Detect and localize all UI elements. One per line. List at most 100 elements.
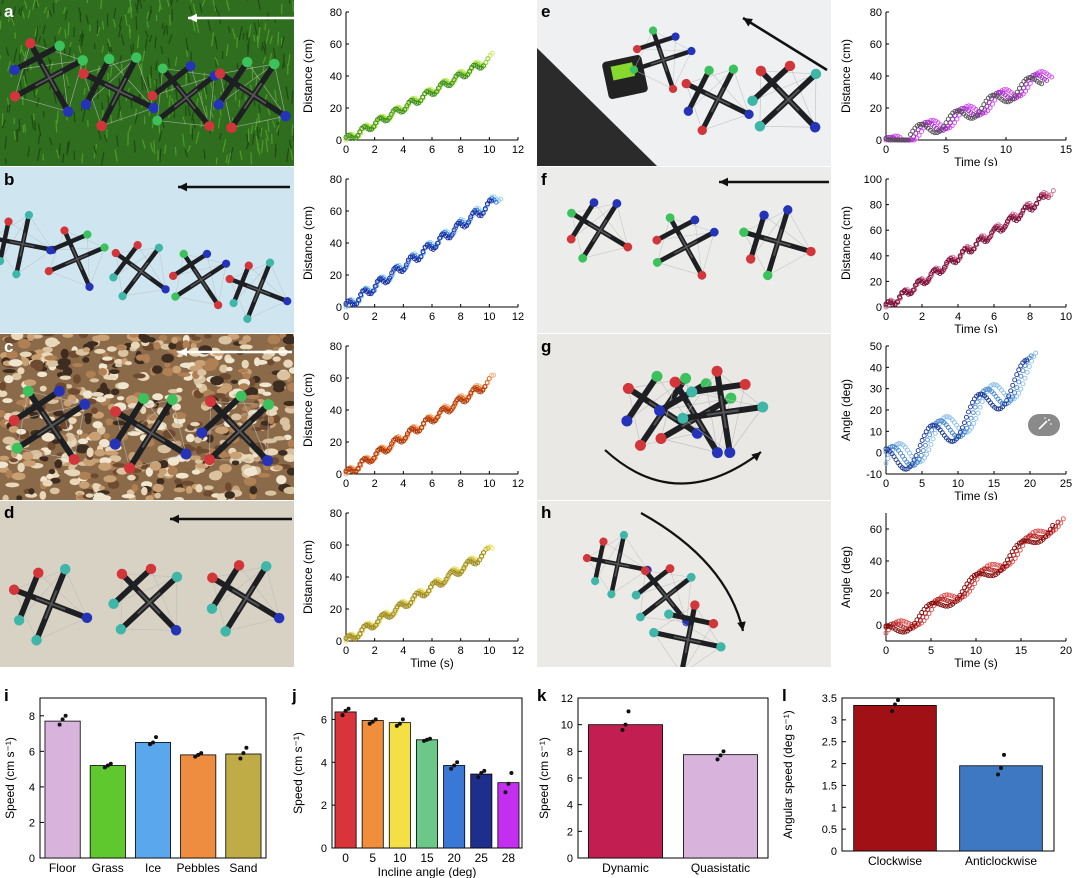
robot-tendon <box>18 568 66 621</box>
y-tick-label: 20 <box>870 276 882 288</box>
grass-blade <box>261 42 264 51</box>
trajectory-point <box>357 461 363 467</box>
direction-arrow-head <box>178 347 188 357</box>
robot-tendon <box>83 57 137 75</box>
pebble <box>68 417 77 425</box>
grass-blade <box>210 110 214 118</box>
replicate-point <box>449 766 454 771</box>
robot-end-cap <box>8 415 20 427</box>
trajectory-point <box>1016 390 1022 396</box>
trajectory-point <box>377 114 383 120</box>
grass-blade <box>214 35 218 50</box>
trajectory-point <box>385 279 391 285</box>
replicate-point <box>241 751 246 756</box>
robot <box>9 38 88 117</box>
bar <box>225 753 262 859</box>
grass-blade <box>148 10 152 21</box>
trajectory-point <box>916 457 922 462</box>
robot-tendon <box>246 61 286 117</box>
robot-end-cap <box>0 256 5 266</box>
pebble <box>90 392 104 397</box>
trajectory-point <box>1035 534 1041 540</box>
pebble <box>172 403 182 411</box>
trajectory-point <box>420 249 426 254</box>
robot-end-cap <box>24 210 34 220</box>
grass-blade <box>47 10 49 19</box>
pebble <box>284 344 294 351</box>
trajectory-series <box>883 522 1056 635</box>
trajectory-point <box>990 92 996 98</box>
robot-end-cap <box>690 600 700 610</box>
pebble <box>116 344 128 351</box>
robot-end-cap <box>242 56 253 68</box>
grass-blade <box>242 32 245 40</box>
grass-blade <box>276 124 280 133</box>
grass-blade <box>57 27 62 35</box>
trajectory-point <box>343 638 349 644</box>
trajectory-point <box>392 106 398 112</box>
robot-end-cap <box>22 385 34 397</box>
robot <box>8 563 93 646</box>
trajectory-point <box>392 607 398 613</box>
robot-strut-detail <box>237 585 255 613</box>
magic-wand-button[interactable] <box>1028 414 1060 436</box>
grass-blade <box>27 146 30 157</box>
pebble <box>47 340 61 346</box>
robot-tendon <box>233 262 271 304</box>
trajectory-point <box>1038 528 1043 534</box>
pebble <box>72 374 81 384</box>
pebble <box>172 365 182 374</box>
robot <box>8 385 91 465</box>
trajectory-point <box>477 557 482 563</box>
y-axis-label: Distance (cm) <box>301 206 315 280</box>
grass-blade <box>283 54 285 68</box>
trajectory-point <box>895 628 901 634</box>
pebble <box>11 472 26 481</box>
robot-strut <box>231 263 252 306</box>
trajectory-point <box>464 397 470 403</box>
trajectory-point <box>949 599 955 605</box>
robot-tendon <box>685 83 703 131</box>
y-tick-label: 0 <box>567 853 573 865</box>
robot-end-cap <box>202 249 212 259</box>
robot-end-cap <box>759 210 769 220</box>
plot-frame <box>841 697 1055 852</box>
trajectory-point <box>941 264 947 270</box>
trajectory-point <box>964 425 970 431</box>
trajectory-point <box>974 571 979 577</box>
robot-tendon <box>672 50 692 90</box>
trajectory-point <box>915 448 921 454</box>
pebble <box>153 341 161 350</box>
trajectory-point <box>374 619 380 625</box>
pebble <box>85 370 96 378</box>
pebble <box>46 474 54 480</box>
grass-blade <box>55 120 58 133</box>
robot <box>44 226 109 291</box>
trajectory-point <box>390 110 396 116</box>
x-tick-label: 8 <box>458 144 464 156</box>
trajectory-point <box>908 132 913 137</box>
replicate-point <box>108 761 113 766</box>
robot <box>147 61 220 131</box>
y-axis-label: Speed (cm s⁻¹) <box>537 737 551 819</box>
trajectory-point <box>897 294 902 300</box>
trajectory-point <box>1018 212 1024 218</box>
y-tick-label: 40 <box>330 71 342 83</box>
trajectory-point <box>432 245 438 251</box>
robot-tendon <box>64 230 105 248</box>
robot-end-cap <box>152 115 163 126</box>
y-tick-label: 0 <box>336 469 342 481</box>
photo-a-grass <box>0 0 294 166</box>
grass-blade <box>251 133 255 145</box>
trajectory-point <box>489 198 494 204</box>
trajectory-point <box>1003 99 1009 105</box>
robot-end-cap <box>582 553 592 563</box>
pebble <box>179 362 194 368</box>
trajectory-point <box>971 573 977 578</box>
replicate-point <box>455 760 460 765</box>
y-tick-label: 10 <box>870 426 882 438</box>
grass-blade <box>166 0 170 7</box>
robot-tendon <box>686 68 734 84</box>
y-tick-label: 80 <box>870 200 882 212</box>
photo-e-svg <box>537 0 831 166</box>
